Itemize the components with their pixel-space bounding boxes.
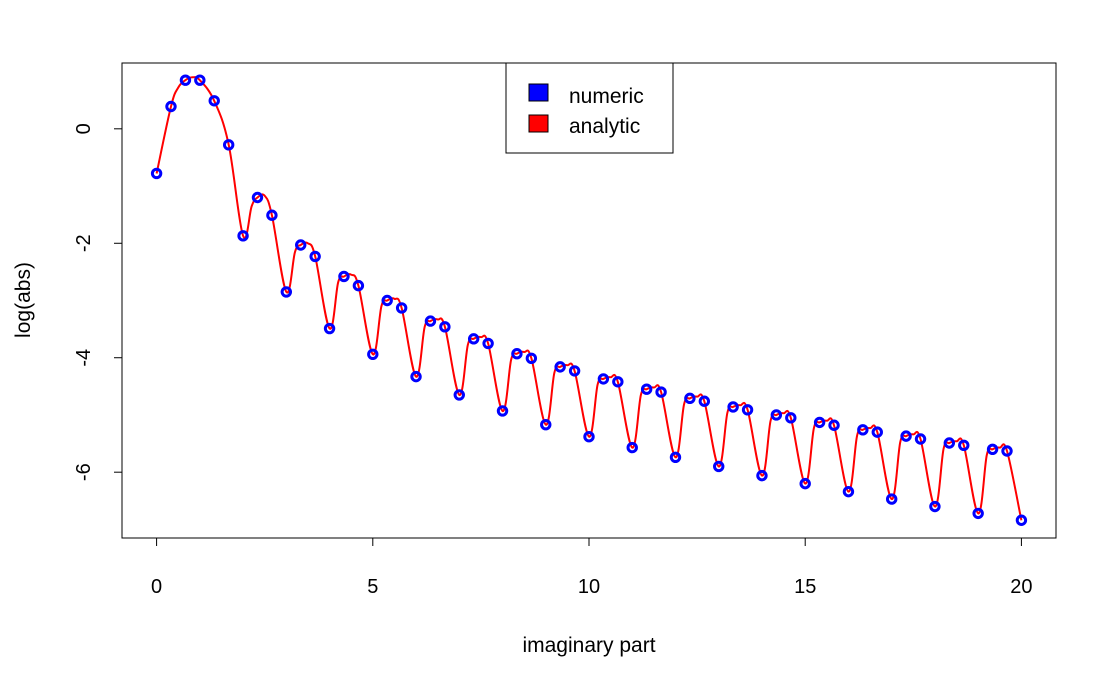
legend-swatch-numeric	[528, 83, 549, 102]
numeric-point	[266, 209, 278, 221]
numeric-point	[770, 409, 783, 421]
numeric-point	[179, 74, 192, 86]
numeric-point	[986, 443, 999, 455]
numeric-point	[554, 361, 566, 373]
numeric-point	[813, 416, 826, 429]
numeric-point	[439, 321, 451, 333]
x-tick-label: 10	[578, 576, 600, 598]
legend-label-numeric: numeric	[569, 85, 644, 108]
legend-label-analytic: analytic	[569, 115, 640, 138]
legend: numeric analytic	[505, 62, 674, 154]
numeric-point	[453, 389, 465, 401]
numeric-point	[914, 433, 927, 445]
numeric-point	[511, 348, 523, 360]
numeric-point	[828, 419, 840, 431]
numeric-point	[885, 493, 898, 505]
numeric-point	[626, 441, 638, 454]
numeric-point	[381, 294, 393, 307]
numeric-point	[496, 405, 509, 417]
numeric-point	[395, 302, 408, 314]
legend-swatch-analytic	[528, 114, 549, 133]
series-numeric	[150, 74, 1028, 526]
x-tick-label: 5	[367, 576, 378, 598]
numeric-point	[295, 239, 307, 251]
numeric-point	[900, 430, 912, 442]
numeric-point	[669, 451, 682, 464]
x-axis: 0 5 10 15 20	[151, 537, 1033, 598]
numeric-point	[367, 348, 379, 360]
numeric-point	[785, 412, 797, 424]
numeric-point	[958, 439, 970, 451]
numeric-point	[165, 100, 177, 113]
legend-box	[505, 62, 674, 154]
numeric-point	[612, 376, 624, 388]
y-tick-label: -4	[73, 349, 95, 367]
numeric-point	[323, 322, 336, 335]
numeric-point	[338, 270, 350, 283]
x-tick-label: 0	[151, 576, 162, 598]
numeric-point	[410, 370, 422, 383]
numeric-point	[568, 365, 581, 377]
numeric-point	[655, 386, 667, 398]
numeric-point	[194, 74, 206, 86]
numeric-point	[208, 95, 220, 107]
numeric-point	[972, 507, 984, 520]
numeric-point	[727, 401, 739, 413]
numeric-point	[251, 191, 264, 204]
numeric-point	[799, 477, 811, 490]
x-tick-label: 15	[794, 576, 816, 598]
y-axis: 0 -2 -4 -6	[73, 123, 123, 481]
numeric-point	[640, 383, 653, 395]
numeric-point	[424, 315, 437, 327]
numeric-point	[842, 485, 855, 498]
y-tick-label: 0	[73, 123, 95, 134]
numeric-point	[713, 460, 725, 473]
y-tick-label: -2	[73, 234, 95, 252]
numeric-point	[309, 250, 321, 263]
x-axis-title: imaginary part	[522, 634, 655, 657]
numeric-point	[741, 404, 754, 416]
numeric-point	[280, 286, 293, 298]
numeric-point	[857, 424, 869, 436]
y-axis-title: log(abs)	[12, 262, 35, 338]
series-analytic	[155, 76, 1023, 521]
numeric-point	[1015, 514, 1028, 526]
numeric-point	[482, 337, 494, 350]
numeric-point	[756, 469, 768, 482]
numeric-point	[684, 392, 696, 405]
numeric-point	[222, 139, 235, 151]
numeric-point	[237, 230, 249, 242]
analytic-line	[155, 76, 1023, 521]
numeric-point	[525, 352, 538, 365]
numeric-point	[929, 500, 941, 513]
numeric-point	[150, 167, 163, 180]
numeric-point	[1001, 445, 1013, 457]
numeric-point	[943, 437, 956, 449]
numeric-point	[540, 418, 552, 431]
y-tick-label: -6	[73, 463, 95, 481]
numeric-point	[583, 431, 595, 443]
numeric-point	[352, 279, 365, 292]
x-tick-label: 20	[1010, 576, 1032, 598]
numeric-point	[597, 373, 610, 385]
numeric-point	[871, 426, 883, 438]
numeric-point	[698, 395, 711, 407]
numeric-point	[467, 333, 480, 345]
